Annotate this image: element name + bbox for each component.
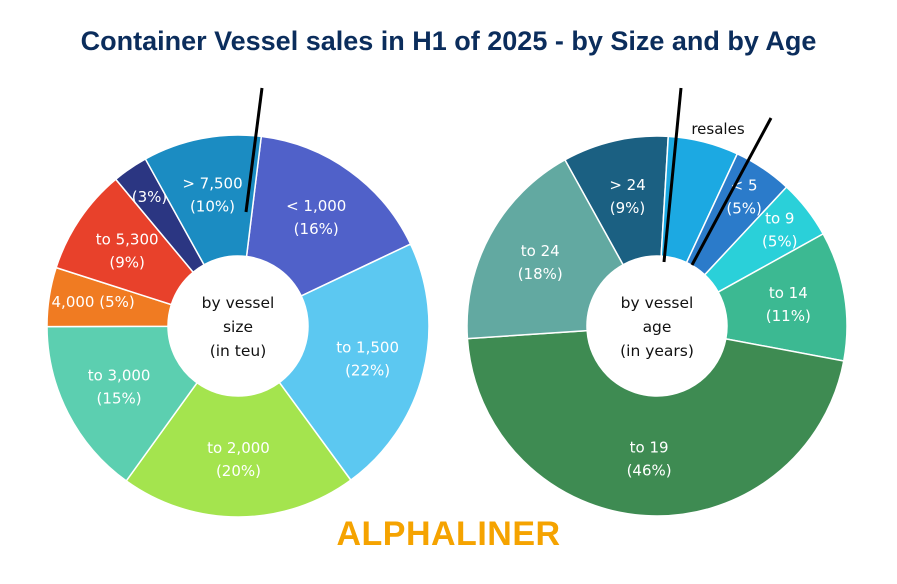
leader-line xyxy=(690,117,773,266)
center-label: size xyxy=(223,318,253,336)
slice-label: (3%) xyxy=(132,188,168,206)
slice-label: > 24 xyxy=(609,176,645,194)
slice-label: to 24 xyxy=(521,242,560,260)
slice-label: (18%) xyxy=(518,265,563,283)
resales-annotation: resales xyxy=(691,120,744,138)
slice-label: (15%) xyxy=(97,390,142,408)
center-label: by vessel xyxy=(621,294,694,312)
slice-label: (9%) xyxy=(610,199,646,217)
slice-label: (16%) xyxy=(294,220,339,238)
slice-label: to 14 xyxy=(769,284,808,302)
slice-to-19 xyxy=(466,329,845,517)
slice--1-000 xyxy=(245,135,412,297)
slice-label: to 5,300 xyxy=(96,231,159,249)
slice-label: to 1,500 xyxy=(336,338,399,356)
slice-label: (11%) xyxy=(766,307,811,325)
slice-label: > 7,500 xyxy=(182,174,242,192)
donut-1: > 24(9%)< 5(5%)to 9(5%)to 14(11%)to 19(4… xyxy=(466,135,848,517)
slice-label: to 3,000 xyxy=(88,367,151,385)
slice-label: (5%) xyxy=(762,233,798,251)
slice-label: to 19 xyxy=(630,438,669,456)
slice-label: to 4,000 (5%) xyxy=(32,293,135,311)
chart-title: Container Vessel sales in H1 of 2025 - b… xyxy=(80,26,817,56)
slice-label: (46%) xyxy=(627,461,672,479)
slice-to-14 xyxy=(717,232,848,362)
donut-0: < 1,000 (16%) to 1,500 (22%) to 2,000 (20%) to… xyxy=(32,134,430,518)
alphaliner-logo: ALPHALINER xyxy=(336,515,561,553)
slice-label: to 9 xyxy=(765,210,794,228)
slice-to-3-000 xyxy=(46,325,199,482)
center-label: (in years) xyxy=(620,342,694,360)
slice-label: to 2,000 xyxy=(207,439,270,457)
slice-label: (22%) xyxy=(345,361,390,379)
slice-to-1-500 xyxy=(278,243,430,482)
slice-label: (20%) xyxy=(216,462,261,480)
slice-label: (9%) xyxy=(109,254,145,272)
leader-line xyxy=(244,87,264,213)
center-label: by vessel xyxy=(202,294,275,312)
slice-label: (10%) xyxy=(190,197,235,215)
center-label: (in teu) xyxy=(210,342,267,360)
slice-to-24 xyxy=(466,158,625,340)
slice--7-500 xyxy=(144,134,263,266)
slice-label: < 1,000 xyxy=(286,197,346,215)
slice-to-2-000 xyxy=(125,381,352,518)
center-label: age xyxy=(643,318,672,336)
leader-line xyxy=(662,87,683,263)
slice-label: (5%) xyxy=(726,199,762,217)
